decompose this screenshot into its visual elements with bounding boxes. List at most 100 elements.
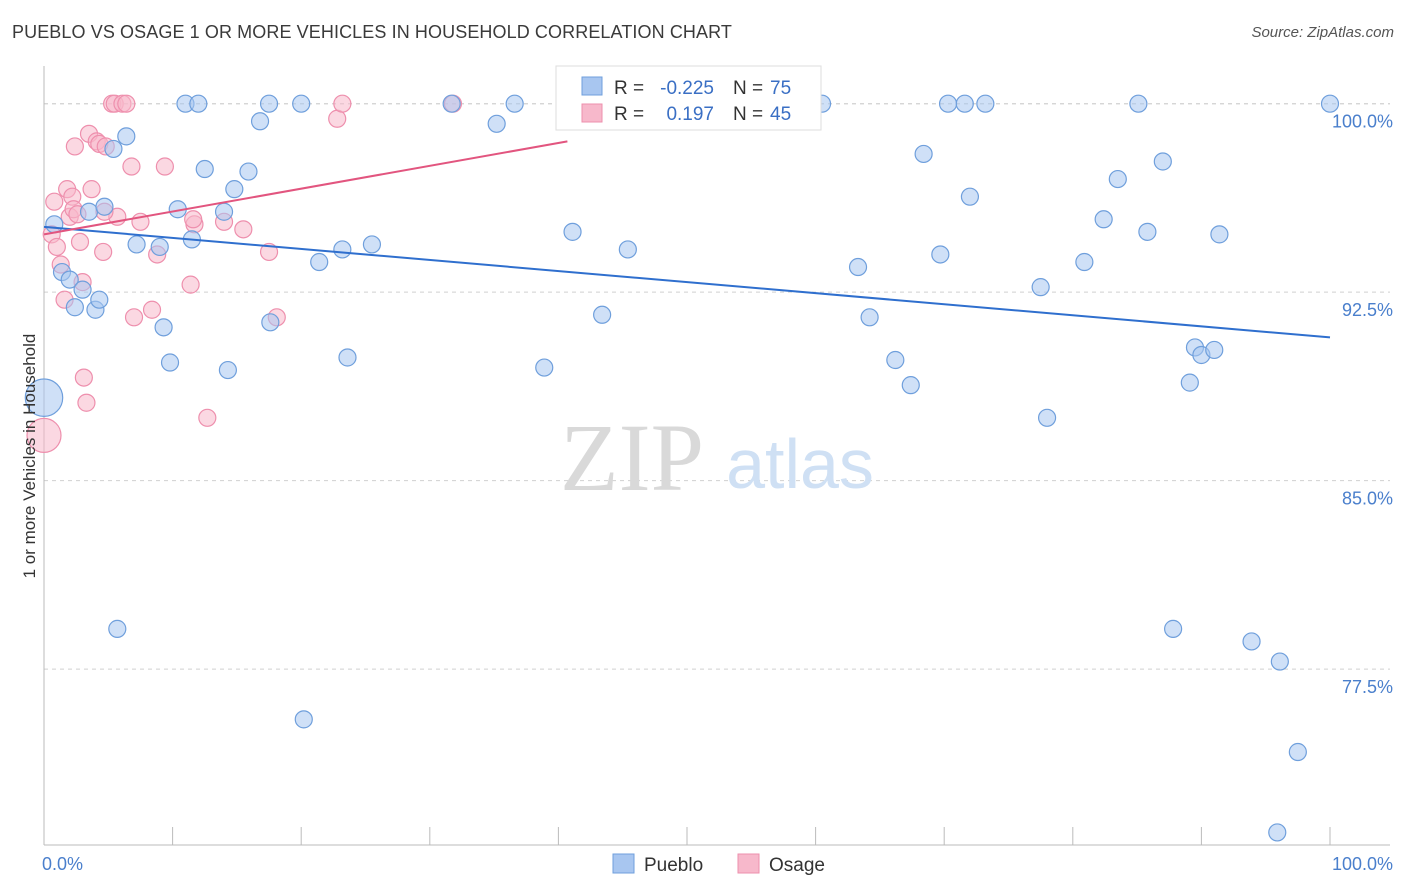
pueblo-point-53 xyxy=(960,187,980,206)
pueblo-point-8 xyxy=(90,290,109,309)
osage-point-39 xyxy=(328,109,347,128)
x-tick-label-1: 100.0% xyxy=(1332,854,1393,874)
y-tick-label-1: 85.0% xyxy=(1342,489,1393,509)
pueblo-point-57 xyxy=(1075,252,1094,272)
pueblo-point-36 xyxy=(487,114,506,133)
pueblo-point-24 xyxy=(225,180,244,199)
osage-point-20 xyxy=(94,242,113,262)
osage-point-34 xyxy=(198,408,217,427)
pueblo-point-1 xyxy=(45,215,64,234)
pueblo-point-28 xyxy=(261,313,280,332)
pueblo-point-4 xyxy=(65,298,84,317)
osage-point-0 xyxy=(26,417,62,453)
pueblo-point-13 xyxy=(127,235,146,254)
stats-r-value-1: -0.225 xyxy=(660,78,714,99)
legend-label-pueblo: Pueblo xyxy=(644,855,703,876)
pueblo-point-22 xyxy=(214,202,234,221)
pueblo-point-50 xyxy=(931,245,950,264)
pueblo-point-3 xyxy=(60,270,79,289)
osage-point-37 xyxy=(259,242,279,262)
osage-point-27 xyxy=(124,308,144,327)
pueblo-point-21 xyxy=(195,159,214,179)
pueblo-point-48 xyxy=(901,376,920,395)
stats-r-value-2: 0.197 xyxy=(666,104,714,125)
pueblo-point-26 xyxy=(250,112,270,131)
pueblo-point-64 xyxy=(1180,373,1199,392)
pueblo-point-27 xyxy=(259,94,279,113)
osage-point-42 xyxy=(184,210,203,229)
stats-n-value-2: 45 xyxy=(770,104,791,125)
pueblo-point-51 xyxy=(938,94,958,113)
stats-swatch-blue xyxy=(581,76,603,96)
pueblo-point-40 xyxy=(593,305,612,324)
legend: Pueblo Osage xyxy=(612,853,825,876)
y-tick-label-0: 77.5% xyxy=(1342,677,1393,697)
osage-trend-line xyxy=(43,140,568,236)
stats-r-label-1: R = xyxy=(614,78,644,99)
pueblo-point-63 xyxy=(1164,619,1183,638)
pueblo-point-52 xyxy=(955,94,974,113)
watermark-zip: ZIP xyxy=(560,404,704,511)
osage-point-43 xyxy=(117,94,136,113)
source-label: Source: ZipAtlas.com xyxy=(1251,24,1394,41)
legend-swatch-pueblo xyxy=(612,853,635,874)
pueblo-point-47 xyxy=(886,350,905,370)
legend-swatch-osage xyxy=(737,853,760,874)
pueblo-point-70 xyxy=(1270,652,1289,671)
pueblo-point-38 xyxy=(535,358,554,377)
legend-label-osage: Osage xyxy=(769,855,825,876)
pueblo-point-23 xyxy=(218,360,237,380)
y-tick-label-3: 100.0% xyxy=(1332,112,1393,132)
pueblo-point-46 xyxy=(860,308,879,327)
pueblo-point-29 xyxy=(292,94,311,113)
pueblo-points xyxy=(24,94,1340,842)
osage-point-10 xyxy=(65,137,84,156)
x-tick-label-0: 0.0% xyxy=(42,854,83,874)
pueblo-point-25 xyxy=(239,162,258,181)
pueblo-point-59 xyxy=(1108,169,1127,189)
osage-point-14 xyxy=(74,368,93,387)
pueblo-point-5 xyxy=(73,280,92,299)
pueblo-point-31 xyxy=(310,252,329,272)
pueblo-trend-line xyxy=(43,225,1331,339)
osage-point-32 xyxy=(181,275,200,294)
pueblo-point-56 xyxy=(1031,278,1050,297)
pueblo-point-37 xyxy=(505,94,524,113)
pueblo-point-12 xyxy=(117,127,136,146)
pueblo-point-60 xyxy=(1129,94,1148,113)
osage-point-31 xyxy=(155,157,174,176)
pueblo-point-67 xyxy=(1205,340,1224,360)
pueblo-point-58 xyxy=(1094,210,1113,229)
pueblo-point-14 xyxy=(150,237,169,257)
pueblo-point-68 xyxy=(1210,225,1229,244)
pueblo-point-39 xyxy=(563,222,582,241)
stats-n-label-2: N = xyxy=(733,104,763,125)
pueblo-point-15 xyxy=(154,318,173,337)
stats-box: R = -0.225 N = 75 R = 0.197 N = 45 xyxy=(555,65,822,131)
pueblo-point-11 xyxy=(108,619,127,638)
pueblo-point-20 xyxy=(189,94,208,113)
pueblo-point-69 xyxy=(1242,632,1261,651)
pueblo-point-71 xyxy=(1288,742,1307,762)
stats-n-value-1: 75 xyxy=(770,78,791,99)
pueblo-point-54 xyxy=(976,94,995,113)
osage-point-40 xyxy=(333,94,352,113)
stats-r-label-2: R = xyxy=(614,104,644,125)
pueblo-point-6 xyxy=(79,202,99,221)
pueblo-point-61 xyxy=(1138,222,1157,241)
tick-labels: 77.5% 85.0% 92.5% 100.0% 0.0% 100.0% xyxy=(42,112,1393,874)
pueblo-point-10 xyxy=(104,139,123,159)
osage-point-17 xyxy=(82,180,101,199)
osage-point-26 xyxy=(122,157,141,176)
pueblo-point-34 xyxy=(362,235,382,254)
osage-point-2 xyxy=(45,192,64,211)
watermark: ZIP atlas xyxy=(560,404,874,511)
pueblo-point-30 xyxy=(294,710,313,729)
pueblo-point-35 xyxy=(442,94,461,113)
pueblo-point-16 xyxy=(160,353,180,372)
y-axis-label: 1 or more Vehicles in Household xyxy=(20,334,39,579)
pueblo-point-41 xyxy=(618,240,637,259)
pueblo-point-62 xyxy=(1153,152,1172,171)
pueblo-point-55 xyxy=(1037,408,1057,427)
